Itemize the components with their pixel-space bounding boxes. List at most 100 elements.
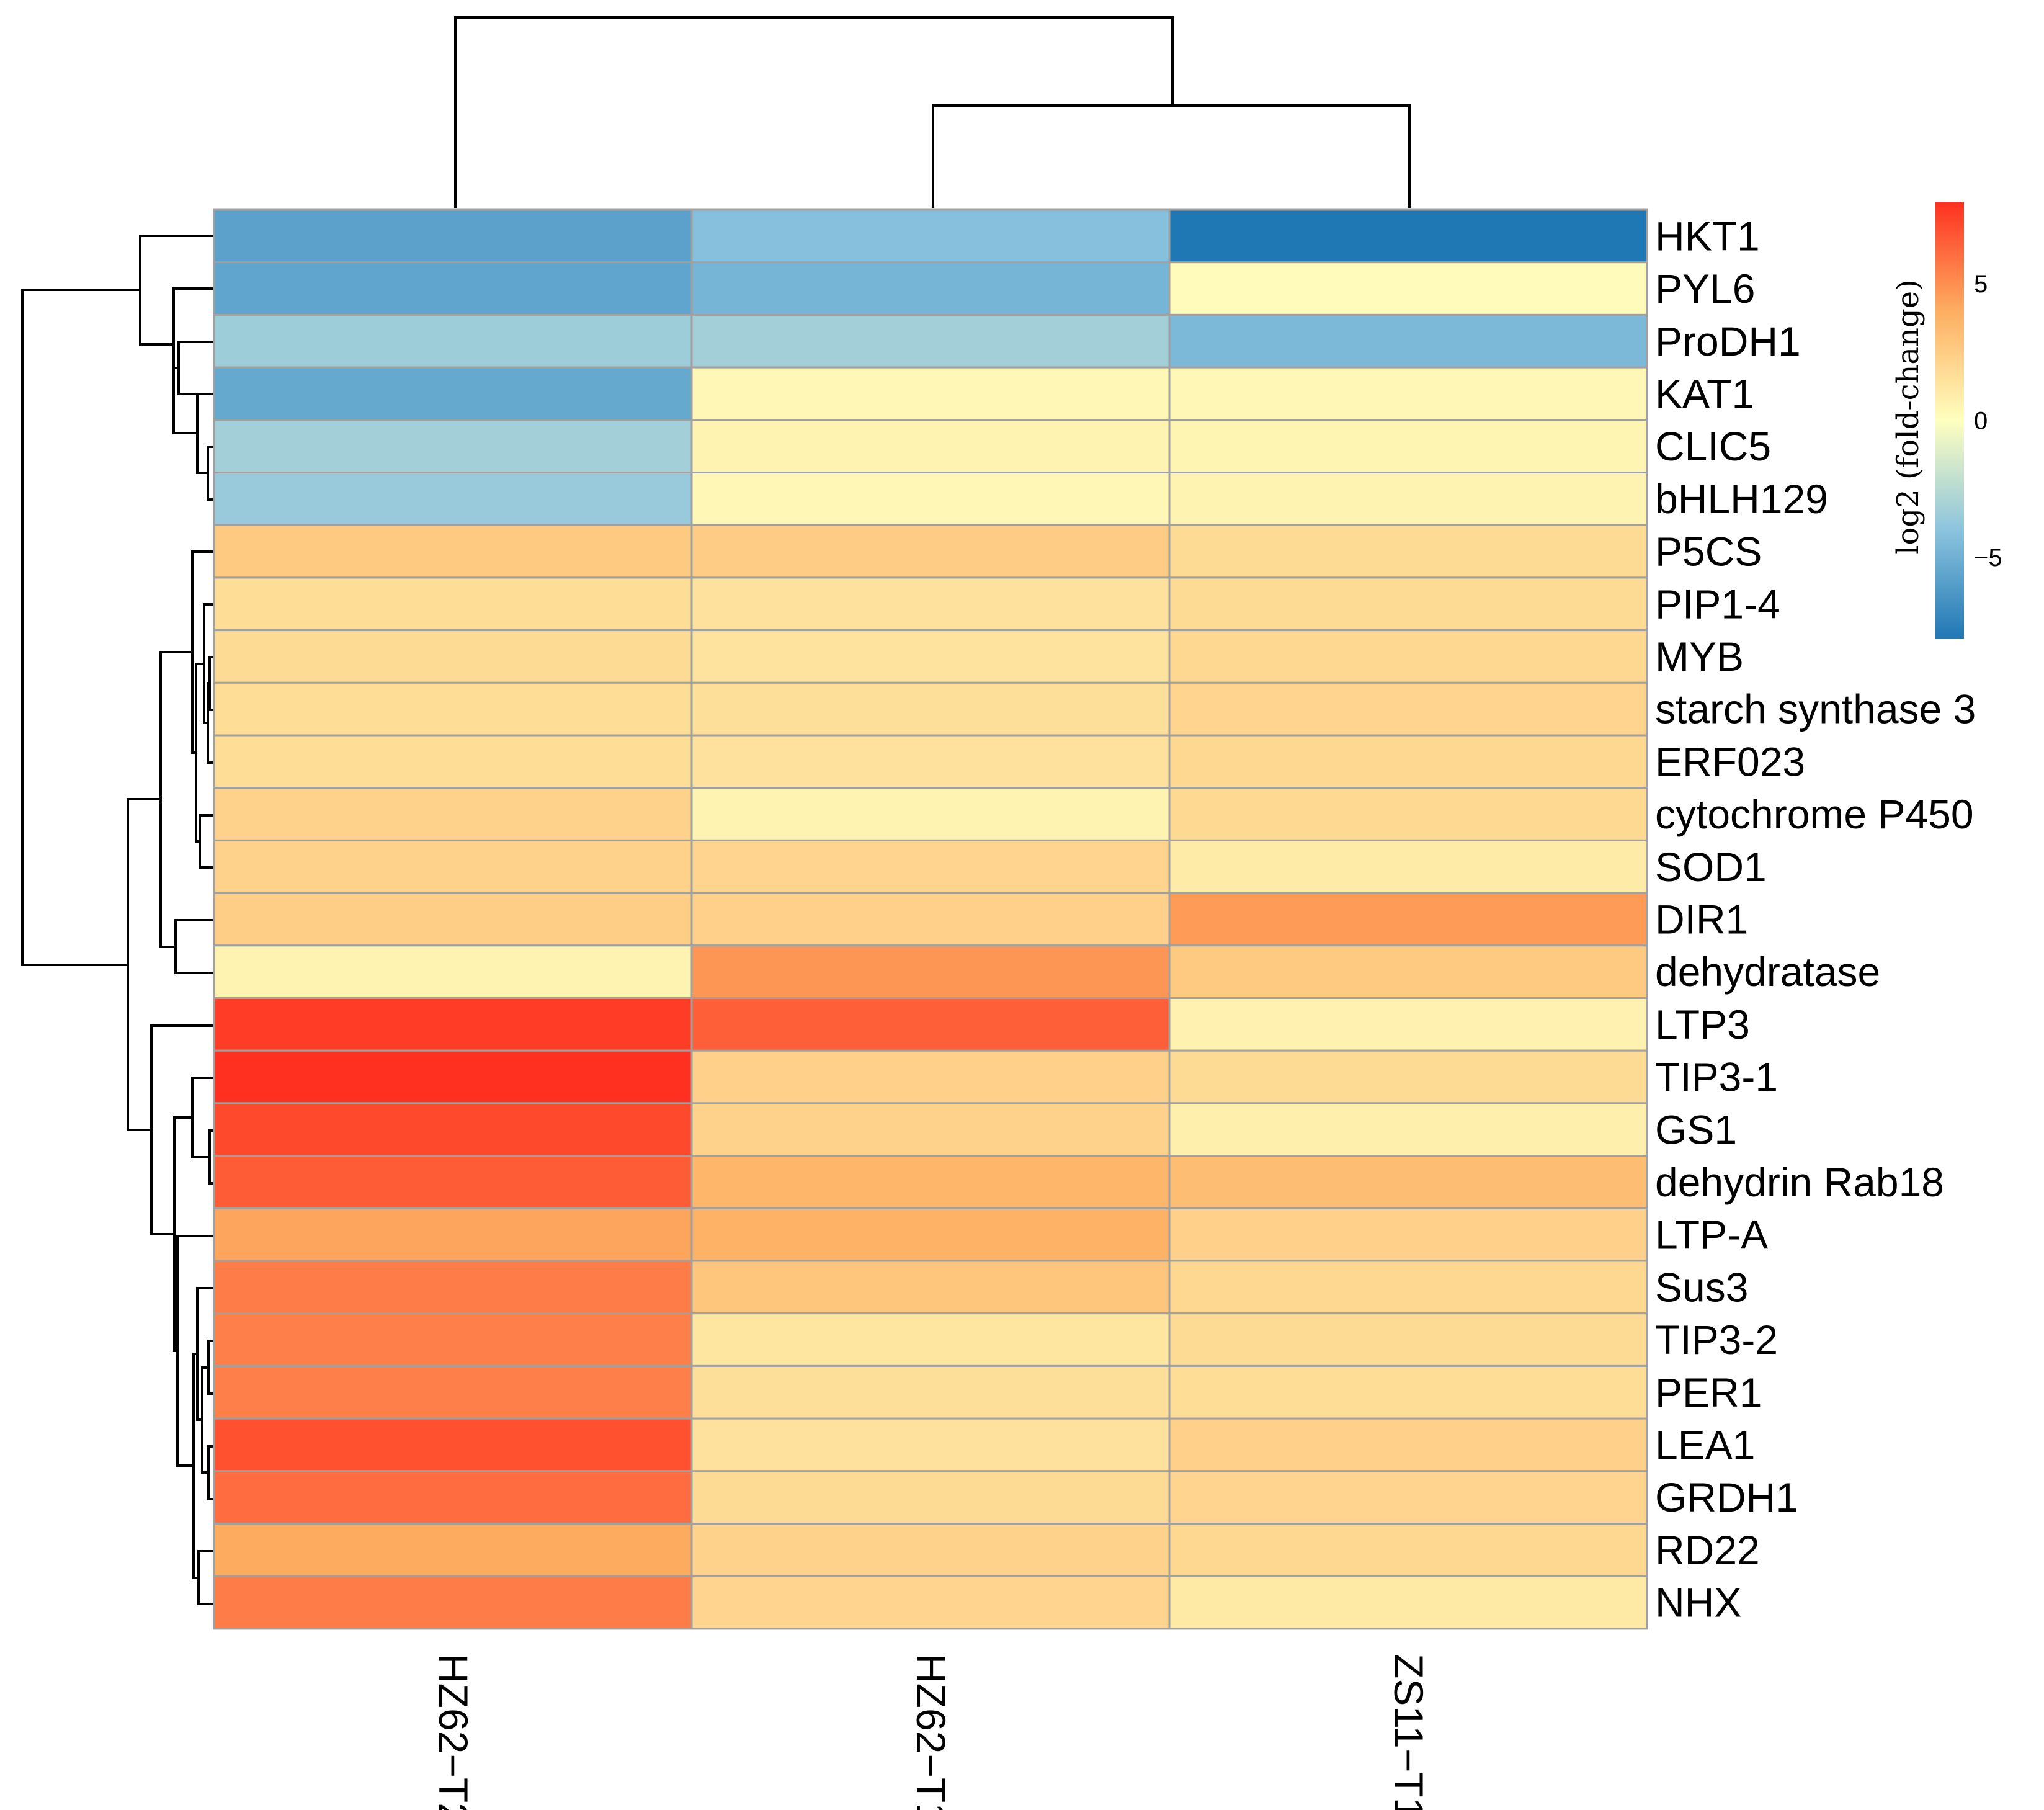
row-label: TIP3-1 xyxy=(1655,1054,1778,1100)
heatmap-cell xyxy=(690,681,1171,737)
heatmap-cell xyxy=(1168,787,1648,841)
heatmap-cell xyxy=(1168,313,1648,369)
heatmap-cell xyxy=(213,208,693,264)
row-dendrogram-branch xyxy=(21,289,140,966)
heatmap-cell xyxy=(1168,1364,1648,1420)
heatmap-cell xyxy=(1168,1470,1648,1525)
row-dendrogram-branch xyxy=(197,1550,214,1605)
legend-ticks: 5 0 −5 xyxy=(1964,271,2002,571)
row-dendrogram-branch xyxy=(172,367,197,434)
heatmap-cell xyxy=(213,1102,693,1157)
heatmap-cell xyxy=(1168,576,1648,632)
row-label: PER1 xyxy=(1655,1369,1762,1415)
heatmap-cell xyxy=(1168,1155,1648,1209)
heatmap-cell xyxy=(213,472,693,526)
heatmap-cell xyxy=(213,1049,693,1104)
heatmap-cell xyxy=(213,576,693,632)
column-labels: HZ62−T2 HZ62−T1 ZS11−T1 xyxy=(431,1654,1432,1810)
row-label: LEA1 xyxy=(1655,1422,1755,1467)
row-label: SOD1 xyxy=(1655,844,1767,890)
heatmap-cell xyxy=(690,472,1171,526)
heatmap-cell xyxy=(213,681,693,737)
heatmap-cells xyxy=(213,208,1648,1630)
heatmap-cell xyxy=(690,839,1171,894)
heatmap-cell xyxy=(1168,419,1648,473)
heatmap-cell xyxy=(690,1049,1171,1104)
heatmap-cell xyxy=(213,1417,693,1472)
row-label: TIP3-2 xyxy=(1655,1317,1778,1363)
row-label: CLIC5 xyxy=(1655,423,1771,469)
row-label: RD22 xyxy=(1655,1527,1760,1573)
row-dendrogram-branch xyxy=(174,919,214,974)
column-label: ZS11−T1 xyxy=(1386,1654,1432,1810)
heatmap-cell xyxy=(690,366,1171,421)
row-dendrogram-branch xyxy=(150,1024,214,1235)
row-label: MYB xyxy=(1655,634,1744,679)
heatmap-cell xyxy=(690,1155,1171,1209)
heatmap-cell xyxy=(690,1207,1171,1262)
heatmap-cell xyxy=(690,1364,1171,1420)
heatmap-cell xyxy=(213,366,693,421)
heatmap-cell xyxy=(690,1470,1171,1525)
row-label: starch synthase 3 xyxy=(1655,686,1976,732)
heatmap-cell xyxy=(213,734,693,789)
heatmap-cell xyxy=(690,1417,1171,1472)
column-dendrogram-branch xyxy=(932,104,1411,208)
row-label: GRDH1 xyxy=(1655,1474,1798,1520)
heatmap-cell xyxy=(690,787,1171,841)
heatmap-cell xyxy=(1168,1102,1648,1157)
heatmap-cell xyxy=(213,1575,693,1630)
row-label: P5CS xyxy=(1655,529,1762,575)
heatmap-cell xyxy=(213,787,693,841)
heatmap-cell xyxy=(690,629,1171,684)
heatmap-cell xyxy=(1168,1417,1648,1472)
row-label: PIP1-4 xyxy=(1655,581,1780,627)
heatmap-cell xyxy=(1168,208,1648,264)
heatmap-cell xyxy=(213,1312,693,1367)
heatmap-cell xyxy=(1168,366,1648,421)
legend-tick-label: 5 xyxy=(1974,271,1988,298)
heatmap-cell xyxy=(213,419,693,473)
column-dendrogram xyxy=(454,16,1411,208)
heatmap-cell xyxy=(213,313,693,369)
heatmap-cell xyxy=(213,1207,693,1262)
row-label: cytochrome P450 xyxy=(1655,791,1974,837)
heatmap-cell xyxy=(1168,892,1648,947)
heatmap-cell xyxy=(690,944,1171,1000)
color-legend: 5 0 −5 log2 (fold-change) xyxy=(1891,202,2002,639)
row-label: KAT1 xyxy=(1655,370,1754,416)
row-dendrogram-branch xyxy=(139,235,214,346)
heatmap-cell xyxy=(1168,1049,1648,1104)
row-label: bHLH129 xyxy=(1655,476,1828,522)
heatmap-cell xyxy=(213,524,693,579)
heatmap-cell xyxy=(690,1575,1171,1630)
heatmap-cell xyxy=(690,1523,1171,1577)
heatmap-cell xyxy=(690,1102,1171,1157)
heatmap-cell xyxy=(1168,997,1648,1052)
heatmap-cell xyxy=(690,734,1171,789)
heatmap-cell xyxy=(213,839,693,894)
heatmap-cell xyxy=(690,997,1171,1052)
heatmap-cell xyxy=(213,261,693,316)
row-label: LTP-A xyxy=(1655,1212,1768,1258)
heatmap-cell xyxy=(1168,734,1648,789)
heatmap-cell xyxy=(690,1312,1171,1367)
heatmap-cell xyxy=(1168,1312,1648,1367)
row-dendrogram-branch xyxy=(196,1287,214,1421)
heatmap-cell xyxy=(213,1260,693,1315)
heatmap-cell xyxy=(690,419,1171,473)
row-label: ERF023 xyxy=(1655,738,1805,784)
heatmap-cell xyxy=(690,524,1171,579)
row-dendrogram-branch xyxy=(177,341,214,395)
heatmap-cell xyxy=(1168,261,1648,316)
row-label: PYL6 xyxy=(1655,266,1755,311)
heatmap-cell xyxy=(213,1364,693,1420)
heatmap-cell xyxy=(690,313,1171,369)
column-label: HZ62−T2 xyxy=(431,1654,476,1810)
heatmap-cell xyxy=(1168,681,1648,737)
row-label: Sus3 xyxy=(1655,1264,1748,1310)
row-label: ProDH1 xyxy=(1655,318,1801,364)
heatmap-cell xyxy=(690,892,1171,947)
row-dendrogram xyxy=(21,235,214,1605)
heatmap-cell xyxy=(213,629,693,684)
